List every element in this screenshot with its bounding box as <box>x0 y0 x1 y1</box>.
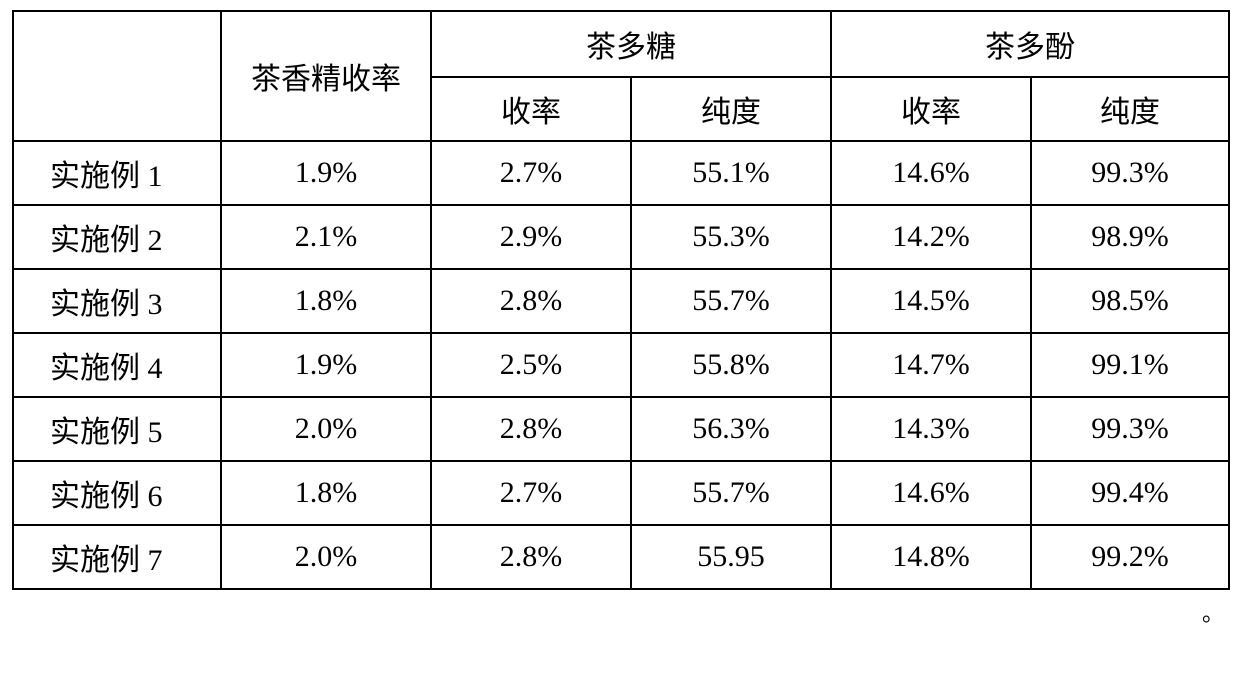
table-row: 实施例 5 2.0% 2.8% 56.3% 14.3% 99.3% <box>13 397 1229 461</box>
row-label: 实施例 1 <box>13 141 221 205</box>
row-label: 实施例 6 <box>13 461 221 525</box>
cell-pp-purity: 99.3% <box>1031 397 1229 461</box>
row-label: 实施例 2 <box>13 205 221 269</box>
header-polysaccharide: 茶多糖 <box>431 11 831 77</box>
table-row: 实施例 6 1.8% 2.7% 55.7% 14.6% 99.4% <box>13 461 1229 525</box>
cell-ps-purity: 55.7% <box>631 269 831 333</box>
data-table: 茶香精收率 茶多糖 茶多酚 收率 纯度 收率 纯度 实施例 1 1.9% 2.7… <box>12 10 1230 590</box>
cell-pp-yield: 14.8% <box>831 525 1031 589</box>
cell-pp-yield: 14.6% <box>831 461 1031 525</box>
cell-ps-purity: 55.1% <box>631 141 831 205</box>
row-label: 实施例 5 <box>13 397 221 461</box>
table-row: 实施例 4 1.9% 2.5% 55.8% 14.7% 99.1% <box>13 333 1229 397</box>
cell-pp-purity: 99.1% <box>1031 333 1229 397</box>
cell-ps-purity: 55.95 <box>631 525 831 589</box>
row-label: 实施例 4 <box>13 333 221 397</box>
cell-ps-yield: 2.5% <box>431 333 631 397</box>
cell-ps-yield: 2.9% <box>431 205 631 269</box>
cell-ps-purity: 56.3% <box>631 397 831 461</box>
cell-pp-yield: 14.7% <box>831 333 1031 397</box>
row-label: 实施例 7 <box>13 525 221 589</box>
table-row: 实施例 3 1.8% 2.8% 55.7% 14.5% 98.5% <box>13 269 1229 333</box>
cell-pp-yield: 14.5% <box>831 269 1031 333</box>
row-label: 实施例 3 <box>13 269 221 333</box>
cell-essence: 1.9% <box>221 333 431 397</box>
header-pp-purity: 纯度 <box>1031 77 1229 141</box>
header-polyphenol: 茶多酚 <box>831 11 1229 77</box>
cell-essence: 2.0% <box>221 525 431 589</box>
cell-essence: 1.8% <box>221 461 431 525</box>
cell-essence: 1.9% <box>221 141 431 205</box>
header-ps-purity: 纯度 <box>631 77 831 141</box>
cell-pp-purity: 99.3% <box>1031 141 1229 205</box>
header-essence-yield: 茶香精收率 <box>221 11 431 141</box>
table-row: 实施例 1 1.9% 2.7% 55.1% 14.6% 99.3% <box>13 141 1229 205</box>
cell-pp-yield: 14.3% <box>831 397 1031 461</box>
cell-ps-purity: 55.8% <box>631 333 831 397</box>
cell-essence: 2.0% <box>221 397 431 461</box>
header-pp-yield: 收率 <box>831 77 1031 141</box>
cell-pp-purity: 98.9% <box>1031 205 1229 269</box>
cell-pp-purity: 99.2% <box>1031 525 1229 589</box>
table-row: 实施例 7 2.0% 2.8% 55.95 14.8% 99.2% <box>13 525 1229 589</box>
header-ps-yield: 收率 <box>431 77 631 141</box>
header-blank <box>13 11 221 141</box>
cell-pp-purity: 99.4% <box>1031 461 1229 525</box>
cell-pp-purity: 98.5% <box>1031 269 1229 333</box>
cell-essence: 2.1% <box>221 205 431 269</box>
cell-pp-yield: 14.6% <box>831 141 1031 205</box>
table-body: 实施例 1 1.9% 2.7% 55.1% 14.6% 99.3% 实施例 2 … <box>13 141 1229 589</box>
cell-ps-yield: 2.8% <box>431 397 631 461</box>
cell-ps-purity: 55.7% <box>631 461 831 525</box>
cell-ps-yield: 2.8% <box>431 269 631 333</box>
cell-ps-yield: 2.7% <box>431 141 631 205</box>
footer-period: 。 <box>12 590 1228 628</box>
cell-ps-purity: 55.3% <box>631 205 831 269</box>
cell-ps-yield: 2.7% <box>431 461 631 525</box>
cell-essence: 1.8% <box>221 269 431 333</box>
table-row: 实施例 2 2.1% 2.9% 55.3% 14.2% 98.9% <box>13 205 1229 269</box>
cell-ps-yield: 2.8% <box>431 525 631 589</box>
cell-pp-yield: 14.2% <box>831 205 1031 269</box>
